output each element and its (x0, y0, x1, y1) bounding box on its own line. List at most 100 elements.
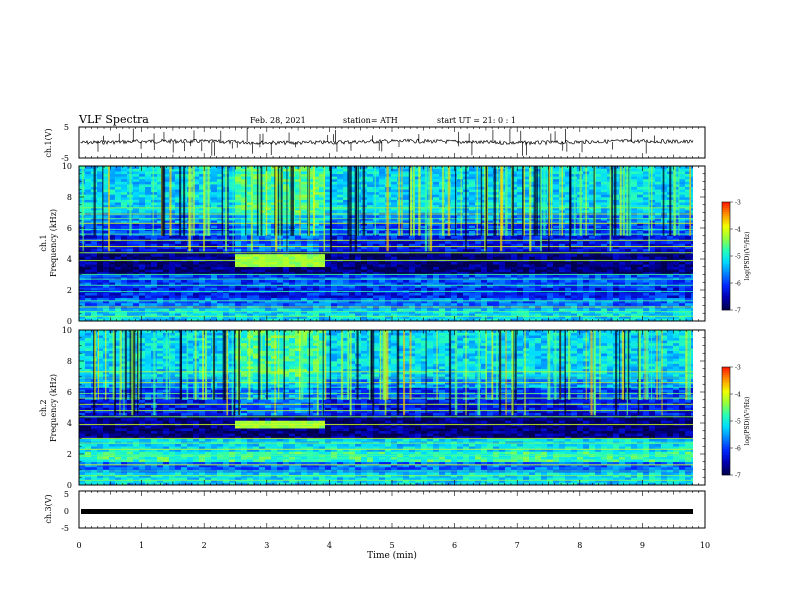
spectrogram-cell (445, 271, 452, 275)
spectrogram-cell (331, 246, 338, 249)
spectrogram-cell (241, 246, 248, 249)
spectrogram-cell (175, 186, 182, 190)
spectrogram-cell (439, 243, 446, 247)
spectrogram-cell (463, 300, 470, 304)
spectrogram-cell (241, 243, 248, 247)
spectrogram-cell (259, 238, 266, 242)
spectrogram-cell (433, 202, 440, 206)
spectrogram-cell (337, 189, 344, 193)
spectrogram-cell (325, 171, 332, 175)
spectrogram-cell (253, 176, 260, 180)
spectrogram-cell (349, 173, 356, 177)
spectrogram-cell (349, 189, 356, 193)
spectrogram-cell (247, 292, 254, 296)
spectrogram-cell (331, 181, 338, 185)
spectrogram-cell (547, 308, 554, 311)
spectrogram-cell (403, 225, 410, 229)
spectrogram-cell (91, 292, 98, 296)
spectrogram-cell (427, 284, 434, 288)
spectrogram-cell (79, 308, 86, 311)
spectrogram-cell (169, 279, 176, 283)
spectrogram-cell (493, 186, 500, 190)
spectrogram-cell (541, 271, 548, 275)
spectrogram-cell (493, 166, 500, 169)
spectrogram-cell (127, 318, 134, 322)
spectrogram-cell (385, 308, 392, 311)
spectrogram-cell (241, 282, 248, 286)
spectrogram-cell (403, 209, 410, 213)
spectrogram-cell (463, 295, 470, 299)
spectrogram-cell (313, 176, 320, 180)
spectrogram-cell (385, 277, 392, 280)
spectrogram-cell (223, 261, 230, 265)
spectrogram-cell (277, 271, 284, 275)
spectrogram-cell (199, 277, 206, 280)
spectrogram-cell (85, 297, 92, 301)
spectrogram-cell (265, 215, 272, 218)
spectrogram-cell (511, 277, 518, 280)
spectrogram-cell (445, 266, 452, 270)
spectrogram-cell (331, 235, 338, 239)
spectrogram-cell (421, 274, 428, 278)
spectrogram-cell (271, 295, 278, 299)
spectrogram-cell (241, 274, 248, 278)
spectrogram-cell (307, 173, 314, 177)
spectrogram-cell (541, 266, 548, 270)
spectrogram-cell (181, 300, 188, 304)
spectrogram-cell (193, 184, 200, 187)
spectrogram-cell (181, 277, 188, 280)
spectrogram-cell (265, 266, 272, 270)
spectrogram-cell (367, 261, 374, 265)
spectrogram-cell (445, 279, 452, 283)
spectrogram-cell (151, 282, 158, 286)
spectrogram-cell (481, 287, 488, 291)
spectrogram-cell (103, 171, 110, 175)
spectrogram-cell (499, 284, 506, 288)
spectrogram-cell (271, 282, 278, 286)
spectrogram-cell (487, 184, 494, 187)
spectrogram-cell (151, 173, 158, 177)
spectrogram-cell (139, 274, 146, 278)
spectrogram-cell (115, 287, 122, 291)
spectrogram-cell (505, 279, 512, 283)
spectrogram-cell (511, 184, 518, 187)
spectrogram-cell (133, 166, 140, 169)
spectrogram-cell (355, 256, 362, 260)
spectrogram-cell (235, 186, 242, 190)
spectrogram-cell (421, 215, 428, 218)
spectrogram-cell (409, 168, 416, 172)
spectrogram-cell (541, 261, 548, 265)
spectrogram-cell (337, 287, 344, 291)
spectrogram-cell (523, 295, 530, 299)
spectrogram-cell (283, 209, 290, 213)
spectrogram-cell (97, 178, 104, 182)
spectrogram-cell (295, 230, 302, 234)
spectrogram-cell (109, 240, 116, 244)
spectrogram-cell (79, 264, 86, 268)
spectrogram-cell (511, 207, 518, 211)
spectrogram-cell (109, 235, 116, 239)
spectrogram-cell (139, 248, 146, 252)
spectrogram-cell (307, 253, 314, 257)
spectrogram-cell (457, 222, 464, 226)
spectrogram-cell (259, 282, 266, 286)
spectrogram-cell (427, 315, 434, 319)
spectrogram-cell (475, 168, 482, 172)
spectrogram-cell (193, 295, 200, 299)
spectrogram-cell (247, 315, 254, 319)
spectrogram-cell (337, 202, 344, 206)
spectrogram-cell (157, 287, 164, 291)
spectrogram-cell (343, 302, 350, 306)
spectrogram-cell (535, 318, 542, 322)
spectrogram-cell (103, 248, 110, 252)
spectrogram-cell (295, 266, 302, 270)
spectrogram-cell (157, 202, 164, 206)
spectrogram-cell (505, 186, 512, 190)
spectrogram-cell (169, 295, 176, 299)
spectrogram-cell (145, 181, 152, 185)
spectrogram-cell (85, 209, 92, 213)
spectrogram-cell (415, 318, 422, 322)
spectrogram-cell (277, 282, 284, 286)
spectrogram-cell (451, 189, 458, 193)
spectrogram-cell (247, 297, 254, 301)
